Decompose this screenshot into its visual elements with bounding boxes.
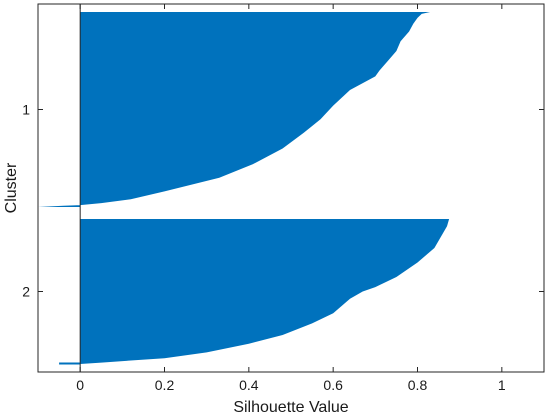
- cluster-1-silhouette-area: [38, 12, 431, 207]
- x-tick-label: 0: [76, 377, 84, 393]
- x-tick-label: 0.8: [408, 377, 428, 393]
- cluster-2-silhouette-area: [80, 219, 450, 364]
- x-tick-label: 0.6: [323, 377, 343, 393]
- x-axis-ticks: 0 0.2 0.4 0.6 0.8 1: [76, 4, 506, 393]
- x-tick-label: 0.4: [239, 377, 259, 393]
- y-tick-label: 2: [22, 284, 30, 300]
- x-tick-label: 0.2: [155, 377, 175, 393]
- y-tick-label: 1: [22, 102, 30, 118]
- plot-area-frame: [37, 3, 545, 373]
- y-axis-label: Cluster: [3, 162, 20, 213]
- x-axis-label: Silhouette Value: [233, 399, 348, 416]
- y-axis-ticks: 12: [22, 102, 544, 300]
- x-tick-label: 1: [498, 377, 506, 393]
- cluster-2-negative-tail: [59, 362, 81, 365]
- cluster-fills: [38, 12, 450, 365]
